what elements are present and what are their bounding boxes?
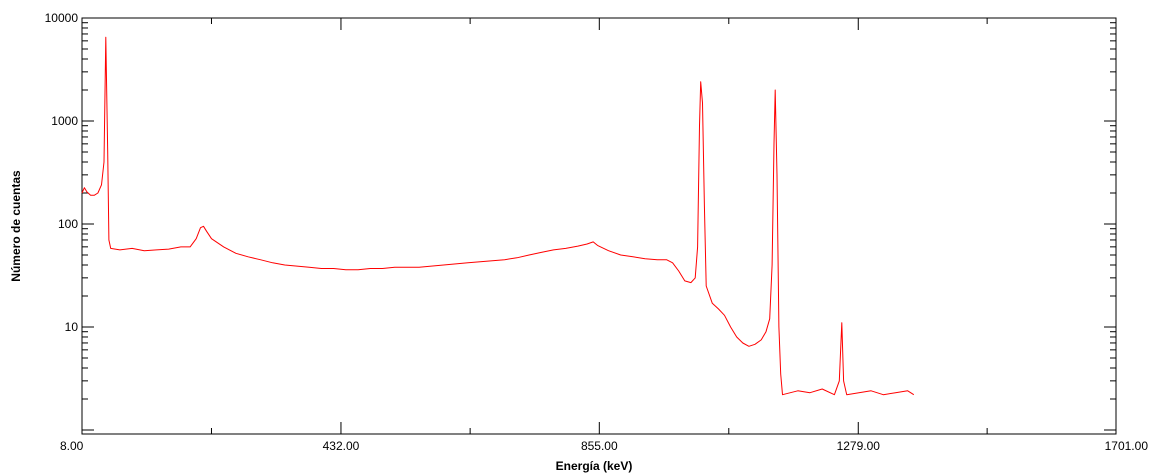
x-tick-label: 1701.00	[1105, 439, 1149, 453]
y-tick-label: 10000	[45, 11, 79, 25]
spectrum-series-line	[81, 36, 915, 396]
y-tick-label: 10	[65, 320, 79, 334]
x-tick-label: 1279.00	[837, 439, 881, 453]
x-tick-label: 855.00	[581, 439, 618, 453]
x-tick-label: 432.00	[323, 439, 360, 453]
tick-labels: 8.00 432.00 855.00 1279.00 1701.00 10 100 1000 1…	[45, 11, 1149, 453]
y-tick-label: 1000	[51, 114, 78, 128]
plot-frame	[81, 17, 1117, 435]
y-tick-label: 100	[58, 217, 78, 231]
y-axis-title: Número de cuentas	[9, 170, 23, 282]
series-layer	[81, 36, 915, 396]
x-tick-label: 8.00	[60, 439, 84, 453]
tick-marks	[81, 17, 1117, 434]
x-axis-title: Energía (keV)	[556, 459, 633, 473]
